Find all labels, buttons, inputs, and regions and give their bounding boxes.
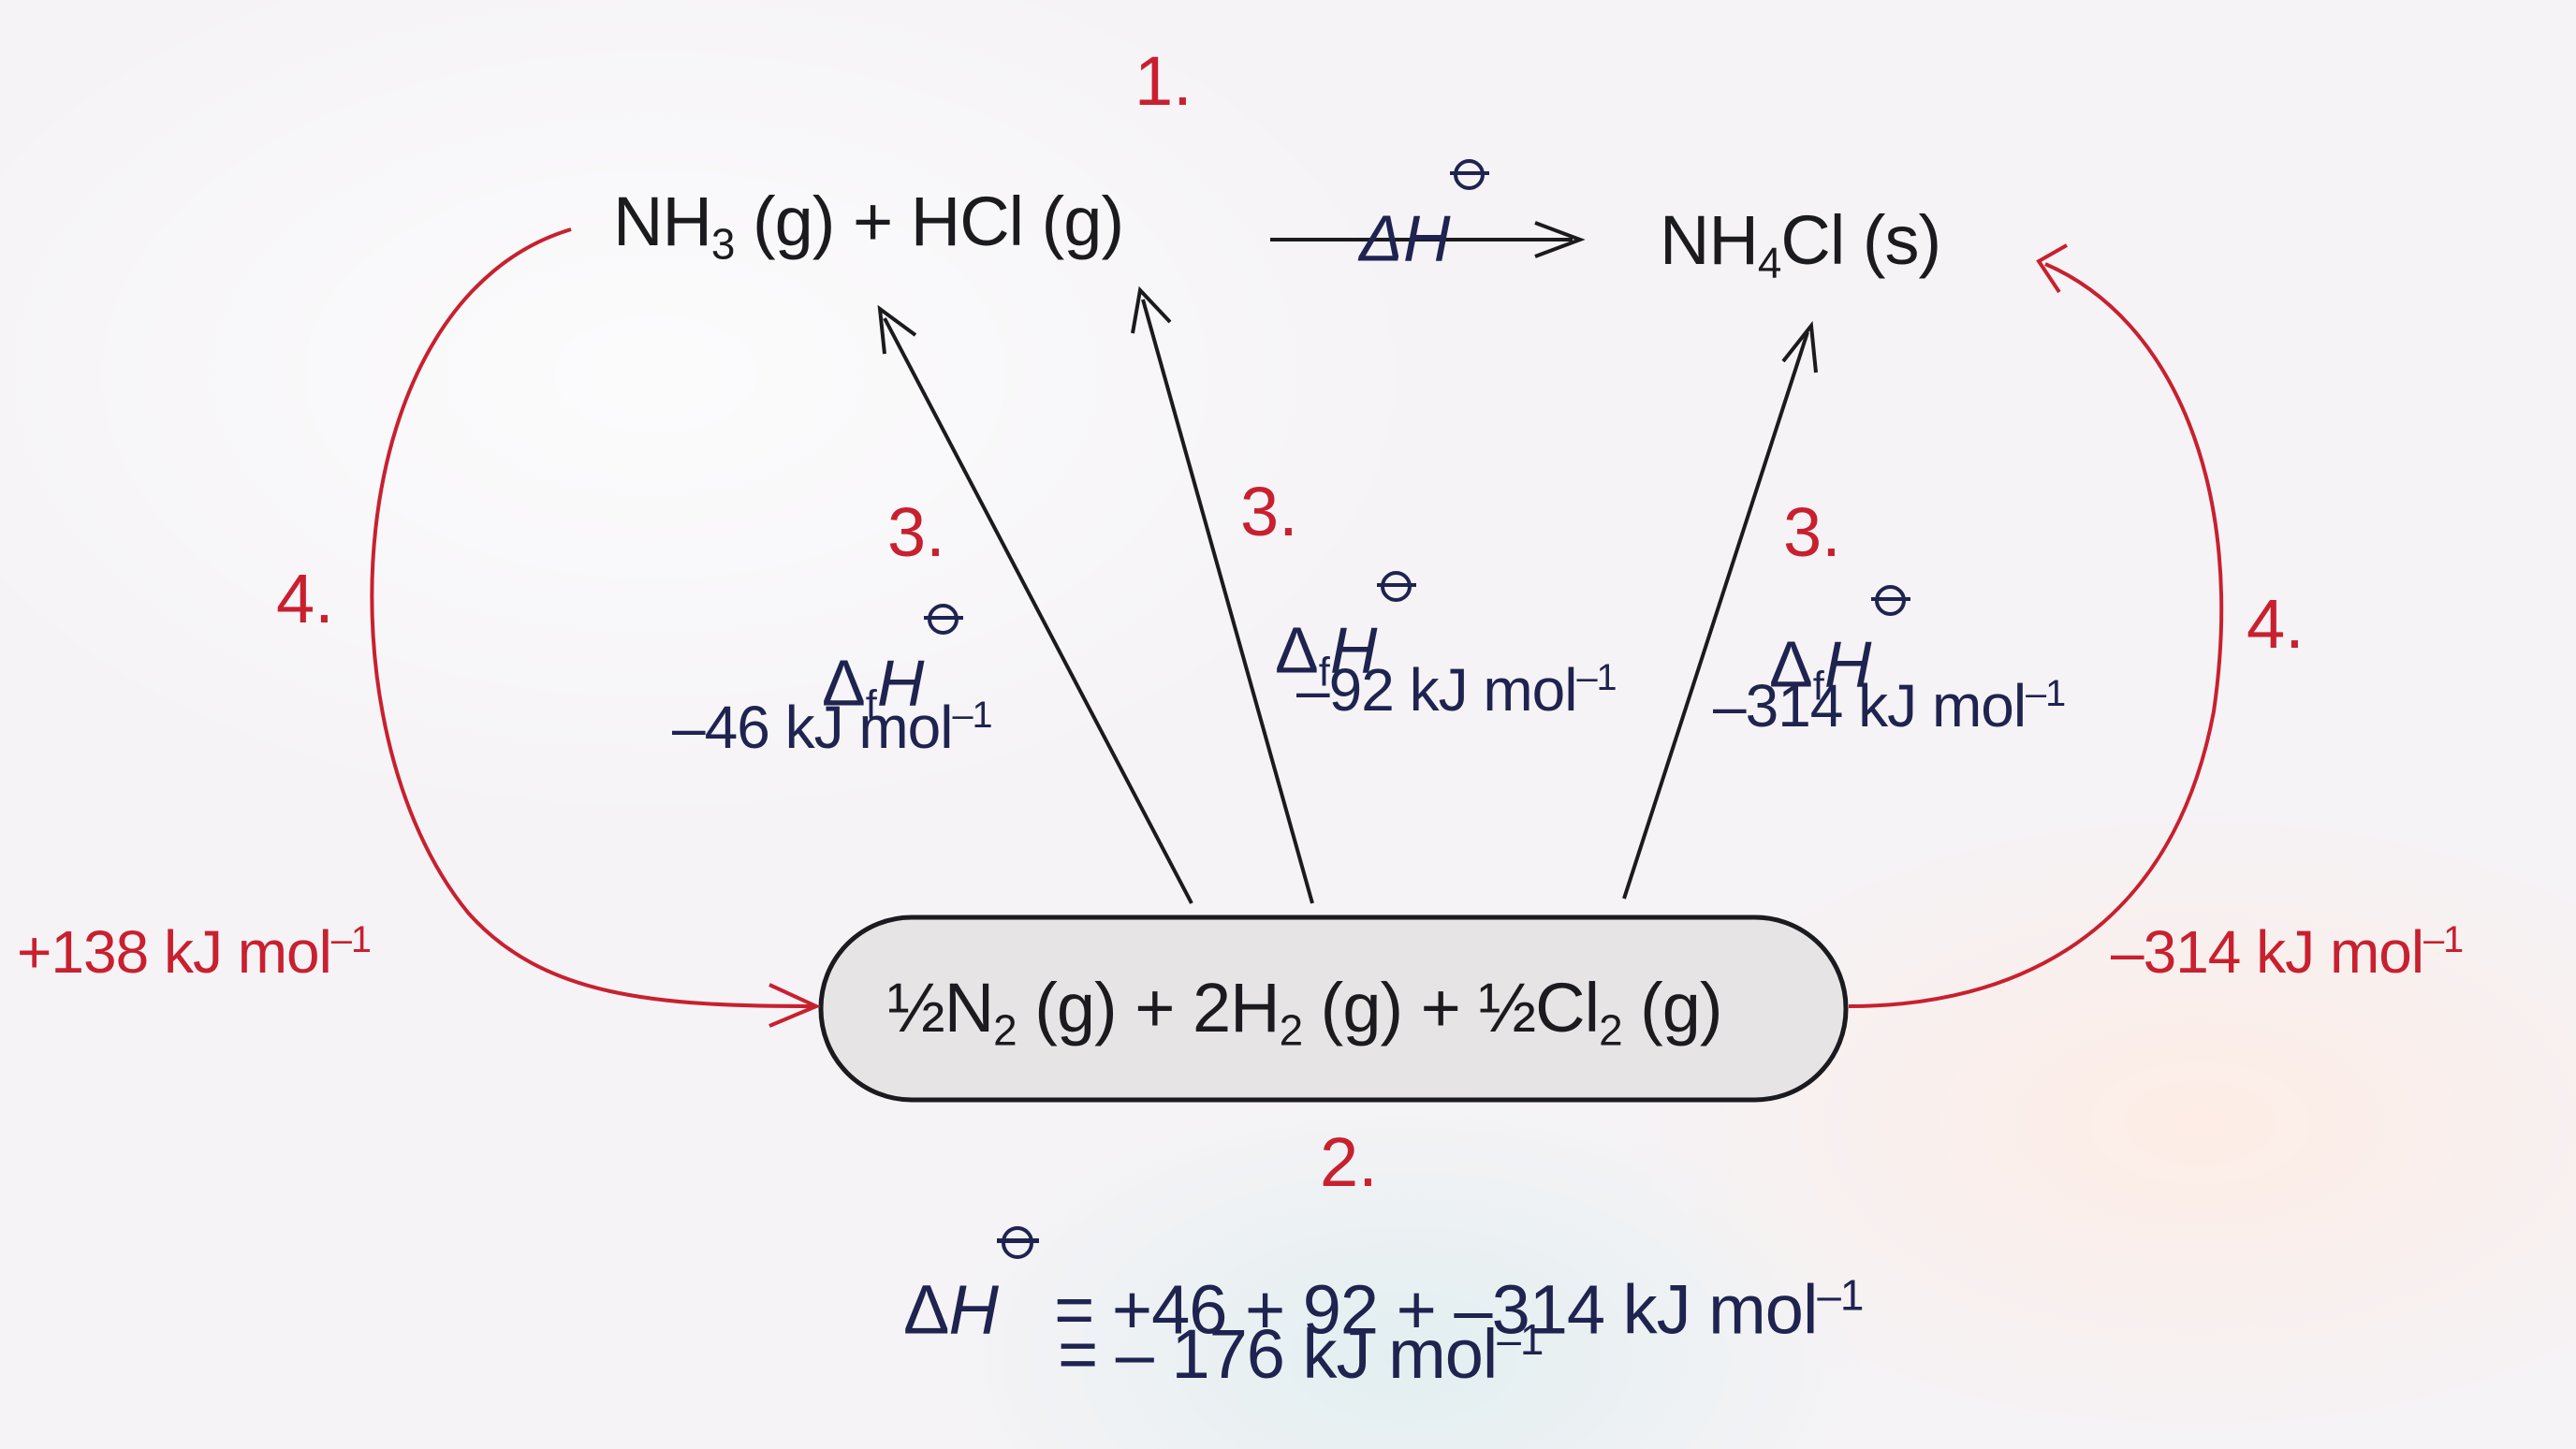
elements-equation: ½N2 (g) + 2H2 (g) + ½Cl2 (g) bbox=[887, 969, 1723, 1055]
formation-symbol-nh3: ΔfH bbox=[822, 604, 963, 725]
step-2-label: 2. bbox=[1320, 1123, 1378, 1201]
reaction-enthalpy-label: ΔH bbox=[1359, 159, 1489, 271]
step-3-label-nh4cl: 3. bbox=[1783, 493, 1841, 571]
step-1-label: 1. bbox=[1134, 42, 1193, 120]
formation-arrow-hcl bbox=[1131, 285, 1314, 904]
elements-box bbox=[818, 915, 1849, 1103]
cycle-arrow-left bbox=[370, 227, 821, 1028]
step-3-label-nh3: 3. bbox=[887, 493, 945, 571]
standard-state-icon bbox=[1870, 585, 1910, 618]
formation-value-nh3: –46 kJ mol–1 bbox=[672, 694, 993, 761]
cycle-arrow-right bbox=[1848, 243, 2224, 1008]
formation-value-nh4cl: –314 kJ mol–1 bbox=[1713, 672, 2066, 739]
step-4-label-right: 4. bbox=[2247, 585, 2305, 663]
result-line-2: = – 176 kJ mol–1 bbox=[1058, 1314, 1544, 1393]
standard-state-icon bbox=[1376, 571, 1416, 604]
reactants: NH3 (g) + HCl (g) bbox=[613, 183, 1124, 269]
standard-state-icon bbox=[923, 604, 963, 637]
formation-arrow-nh3 bbox=[877, 304, 1193, 904]
step-4-label-left: 4. bbox=[276, 560, 334, 637]
product: NH4Cl (s) bbox=[1660, 201, 1941, 287]
reaction-arrow bbox=[1270, 221, 1586, 258]
formation-symbol-hcl: ΔfH bbox=[1275, 571, 1416, 693]
cycle-value-right: –314 kJ mol–1 bbox=[2111, 918, 2464, 986]
step-3-label-hcl: 3. bbox=[1240, 473, 1298, 550]
cycle-value-left: +138 kJ mol–1 bbox=[17, 918, 372, 986]
formation-symbol-nh4cl: ΔfH bbox=[1769, 585, 1910, 707]
standard-state-icon bbox=[1449, 159, 1489, 192]
standard-state-icon bbox=[997, 1226, 1039, 1261]
result-line-1: ΔH = +46 + 92 + –314 kJ mol–1 bbox=[903, 1226, 1864, 1345]
formation-arrow-nh4cl bbox=[1622, 320, 1818, 900]
formation-value-hcl: –92 kJ mol–1 bbox=[1296, 656, 1617, 724]
